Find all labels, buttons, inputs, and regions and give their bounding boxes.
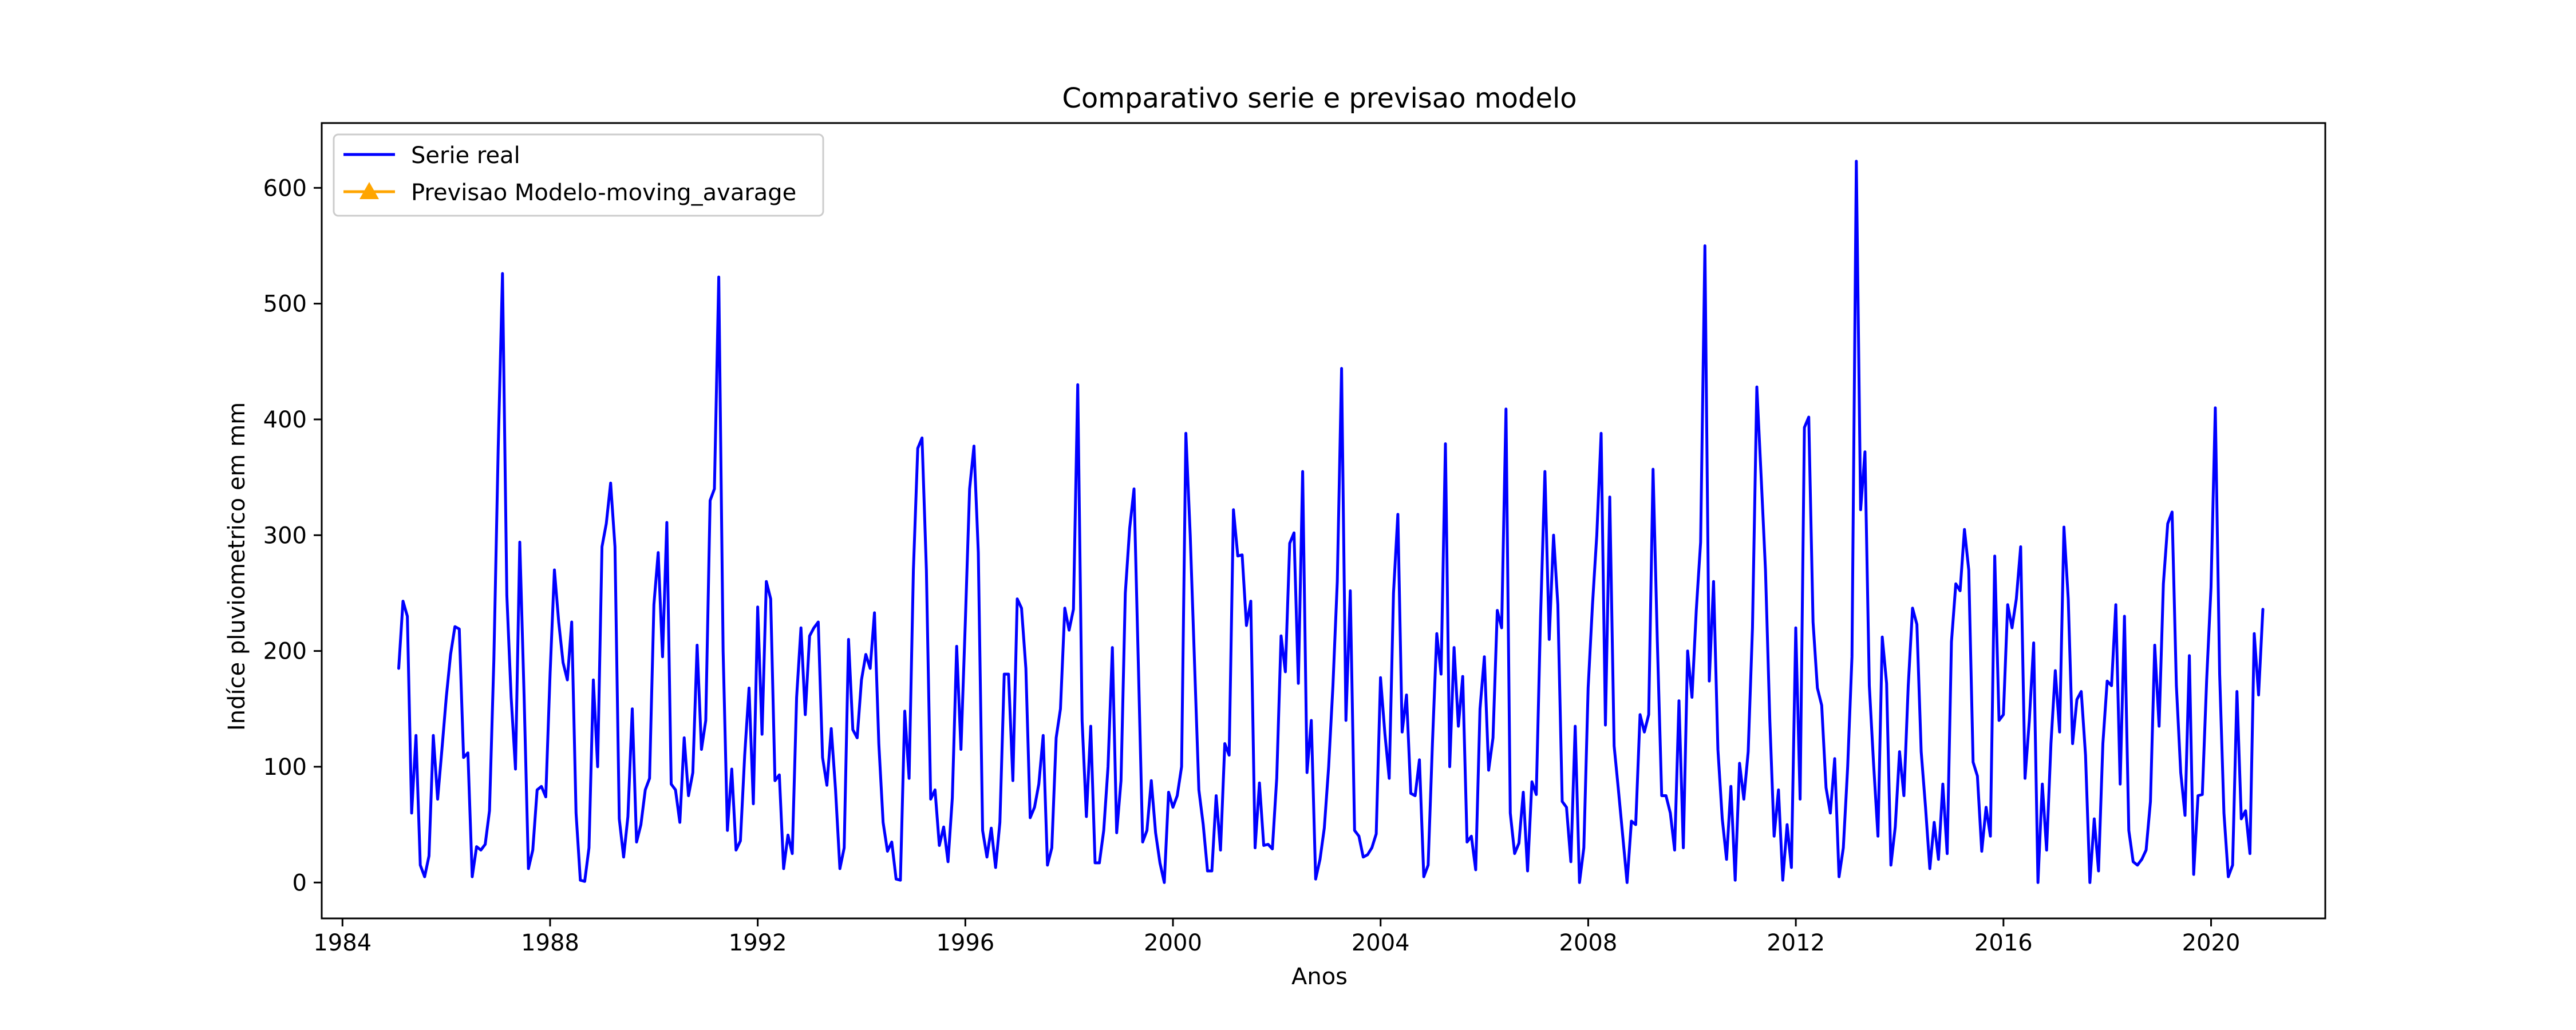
y-tick-label-0: 0 bbox=[293, 870, 307, 896]
chart-title: Comparativo serie e previsao modelo bbox=[1062, 82, 1577, 114]
legend-marker-previsao bbox=[359, 182, 379, 199]
y-tick-label-200: 200 bbox=[263, 639, 307, 665]
series-line-0 bbox=[397, 160, 2265, 884]
x-tick-label-2008: 2008 bbox=[1559, 930, 1618, 956]
legend: Serie real Previsao Modelo-moving_avarag… bbox=[333, 133, 824, 217]
y-tick-label-500: 500 bbox=[263, 291, 307, 318]
plot-frame bbox=[321, 122, 2326, 920]
legend-box bbox=[333, 133, 824, 217]
plot-area bbox=[397, 160, 2265, 884]
x-axis: 1984 1988 1992 1996 2000 2004 2008 2012 2016 2020 bbox=[313, 918, 2240, 956]
y-tick-label-100: 100 bbox=[263, 754, 307, 781]
y-axis: 0 100 200 300 400 500 600 bbox=[263, 175, 322, 896]
x-tick-label-1996: 1996 bbox=[936, 930, 994, 956]
x-tick-label-1988: 1988 bbox=[521, 930, 579, 956]
x-tick-label-2004: 2004 bbox=[1352, 930, 1410, 956]
y-tick-label-600: 600 bbox=[263, 175, 307, 201]
x-tick-label-2000: 2000 bbox=[1144, 930, 1202, 956]
y-tick-label-400: 400 bbox=[263, 407, 307, 433]
x-tick-label-2012: 2012 bbox=[1767, 930, 1825, 956]
y-tick-label-300: 300 bbox=[263, 522, 307, 549]
legend-label-serie-real: Serie real bbox=[411, 142, 520, 169]
x-tick-label-2020: 2020 bbox=[2182, 930, 2241, 956]
x-axis-label: Anos bbox=[1291, 964, 1348, 990]
y-axis-label: Indíce pluviometrico em mm bbox=[224, 402, 250, 731]
x-tick-label-1992: 1992 bbox=[729, 930, 787, 956]
legend-label-previsao: Previsao Modelo-moving_avarage bbox=[411, 180, 796, 206]
x-tick-label-2016: 2016 bbox=[1974, 930, 2033, 956]
x-tick-label-1984: 1984 bbox=[313, 930, 372, 956]
